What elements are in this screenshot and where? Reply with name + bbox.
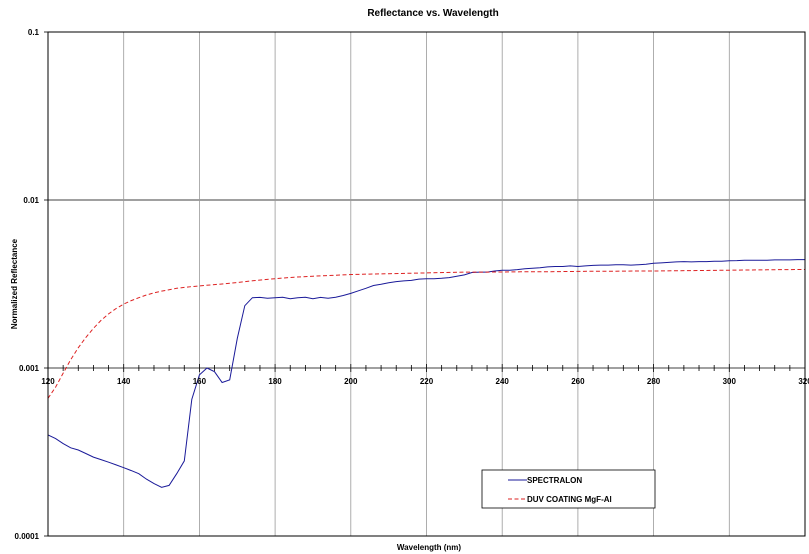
legend-box bbox=[481, 469, 656, 509]
x-tick-label-0: 120 bbox=[41, 377, 55, 386]
x-tick-label-1: 140 bbox=[117, 377, 131, 386]
y-tick-label-1: 0.01 bbox=[23, 196, 39, 205]
series-line-spectralon bbox=[47, 259, 805, 488]
x-tick-label-10: 320 bbox=[798, 377, 809, 386]
x-tick-label-2: 160 bbox=[193, 377, 207, 386]
legend-label-0: SPECTRALON bbox=[527, 476, 582, 485]
y-axis-label: Normalized Reflectance bbox=[10, 238, 19, 329]
x-tick-label-3: 180 bbox=[268, 377, 282, 386]
x-tick-label-7: 260 bbox=[571, 377, 585, 386]
tick-labels: 0.1 0.01 0.001 0.0001 120 140 160 180 200 220 240 2… bbox=[15, 28, 809, 541]
legend-label-1: DUV COATING MgF-Al bbox=[527, 495, 612, 504]
series-lines bbox=[47, 259, 806, 488]
y-tick-label-3: 0.0001 bbox=[15, 532, 40, 541]
series-line-duv-coating-mgf-al bbox=[47, 269, 806, 399]
x-tick-label-8: 280 bbox=[647, 377, 661, 386]
x-tick-label-6: 240 bbox=[496, 377, 510, 386]
x-axis-label: Wavelength (nm) bbox=[397, 543, 461, 552]
y-tick-label-0: 0.1 bbox=[28, 28, 40, 37]
plot-frame bbox=[47, 31, 806, 537]
axes bbox=[44, 31, 806, 537]
x-tick-label-5: 220 bbox=[420, 377, 434, 386]
x-tick-label-9: 300 bbox=[723, 377, 737, 386]
chart-title: Reflectance vs. Wavelength bbox=[367, 8, 498, 19]
legend: SPECTRALON DUV COATING MgF-Al bbox=[481, 469, 656, 509]
y-tick-label-2: 0.001 bbox=[19, 364, 40, 373]
x-tick-label-4: 200 bbox=[344, 377, 358, 386]
